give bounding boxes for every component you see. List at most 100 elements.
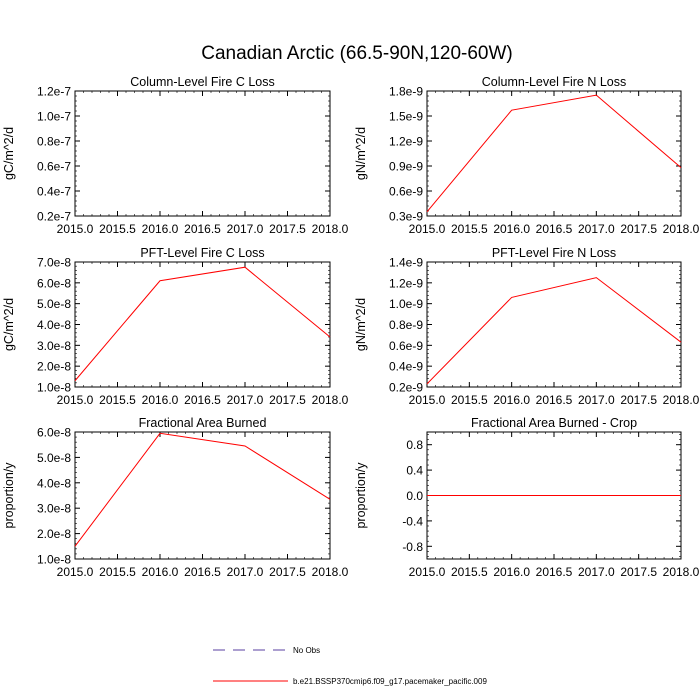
panel-title: Fractional Area Burned [139,416,267,430]
panel-title: Column-Level Fire C Loss [130,75,275,89]
x-tick-label: 2016.0 [493,565,530,579]
x-tick-label: 2017.0 [578,222,615,236]
series-line [426,277,682,385]
panel-title: Fractional Area Burned - Crop [471,416,637,430]
panel-title: PFT-Level Fire C Loss [140,246,264,260]
x-tick-label: 2015.5 [99,565,136,579]
y-tick-label: 1.5e-9 [389,110,423,124]
y-tick-label: 6.0e-8 [37,276,71,290]
x-tick-label: 2017.0 [578,565,615,579]
x-tick-label: 2015.5 [451,222,488,236]
x-tick-label: 2017.5 [269,222,306,236]
x-tick-label: 2015.0 [57,565,94,579]
y-tick-label: 1.2e-9 [389,276,423,290]
x-tick-label: 2015.0 [409,393,446,407]
y-tick-label: 3.0e-8 [37,502,71,516]
y-tick-label: -0.4 [402,514,423,528]
chart-panel: Fractional Area Burned - Crop proportion/… [354,416,700,579]
x-tick-label: 2016.5 [184,393,221,407]
x-tick-label: 2016.0 [142,393,179,407]
legend-entry: b.e21.BSSP370cmip6.f09_g17.pacemaker_pac… [213,677,487,686]
x-tick-label: 2017.5 [269,393,306,407]
y-tick-label: 7.0e-8 [37,256,71,270]
legend-label: b.e21.BSSP370cmip6.f09_g17.pacemaker_pac… [293,677,487,686]
x-tick-label: 2018.0 [663,222,700,236]
panels: Column-Level Fire C Loss gC/m^2/d 2015.0 20… [2,75,700,579]
panel-title: Column-Level Fire N Loss [482,75,627,89]
x-tick-label: 2015.5 [451,565,488,579]
x-tick-label: 2015.5 [99,222,136,236]
y-axis-label: proportion/y [354,462,368,529]
y-tick-label: 1.0e-8 [37,381,71,395]
y-tick-label: 0.0 [406,489,423,503]
y-tick-label: 1.0e-9 [389,297,423,311]
y-tick-label: 0.2e-9 [389,381,423,395]
legend-label: No Obs [293,646,320,655]
x-tick-label: 2017.0 [227,222,264,236]
chart-panel: Column-Level Fire N Loss gN/m^2/d 2015.0 20… [354,75,700,236]
x-tick-label: 2018.0 [663,393,700,407]
x-tick-label: 2016.5 [184,565,221,579]
x-tick-label: 2015.5 [99,393,136,407]
y-tick-label: 0.6e-9 [389,185,423,199]
chart-panel: PFT-Level Fire N Loss gN/m^2/d 2015.0 2015.… [354,246,700,407]
y-tick-label: 0.6e-7 [37,160,71,174]
y-tick-label: 1.2e-9 [389,135,423,149]
legend: No Obs b.e21.BSSP370cmip6.f09_g17.pacemak… [213,646,487,686]
y-tick-label: 1.2e-7 [37,85,71,99]
x-tick-label: 2017.5 [620,222,657,236]
y-axis-label: gN/m^2/d [354,298,368,351]
plot-frame [74,261,331,388]
y-tick-label: 0.4e-9 [389,360,423,374]
y-tick-label: 3.0e-8 [37,339,71,353]
series-line [74,432,331,547]
x-tick-label: 2017.5 [269,565,306,579]
panel-title: PFT-Level Fire N Loss [492,246,616,260]
y-tick-label: 1.8e-9 [389,85,423,99]
y-tick-label: 4.0e-8 [37,476,71,490]
x-tick-label: 2016.5 [536,565,573,579]
y-axis-label: proportion/y [2,462,16,529]
y-tick-label: 0.8 [406,438,423,452]
x-tick-label: 2016.0 [142,222,179,236]
x-tick-label: 2016.5 [184,222,221,236]
x-tick-label: 2018.0 [312,222,349,236]
x-tick-label: 2017.5 [620,393,657,407]
y-tick-label: 2.0e-8 [37,360,71,374]
series-line [74,266,331,382]
figure-title: Canadian Arctic (66.5-90N,120-60W) [201,43,513,64]
x-tick-label: 2018.0 [312,565,349,579]
y-tick-label: 0.9e-9 [389,160,423,174]
chart-panel: Column-Level Fire C Loss gC/m^2/d 2015.0 20… [2,75,349,236]
x-tick-label: 2017.0 [227,565,264,579]
chart-panel: Fractional Area Burned proportion/y 2015.0… [2,416,349,579]
y-tick-label: 1.4e-9 [389,256,423,270]
y-axis-label: gC/m^2/d [2,127,16,180]
x-tick-label: 2015.0 [409,565,446,579]
y-tick-label: 0.3e-9 [389,210,423,224]
x-tick-label: 2017.0 [578,393,615,407]
x-tick-label: 2016.0 [493,393,530,407]
chart-panel: PFT-Level Fire C Loss gC/m^2/d 2015.0 2015.… [2,246,349,407]
y-tick-label: -0.8 [402,540,423,554]
y-tick-label: 0.6e-9 [389,339,423,353]
y-axis-label: gC/m^2/d [2,298,16,351]
x-tick-label: 2015.5 [451,393,488,407]
x-tick-label: 2017.5 [620,565,657,579]
x-tick-label: 2016.0 [493,222,530,236]
x-tick-label: 2015.0 [57,222,94,236]
y-tick-label: 4.0e-8 [37,318,71,332]
y-tick-label: 1.0e-8 [37,553,71,567]
x-tick-label: 2015.0 [409,222,446,236]
x-tick-label: 2015.0 [57,393,94,407]
plot-frame [426,261,682,388]
y-tick-label: 1.0e-7 [37,110,71,124]
y-tick-label: 5.0e-8 [37,451,71,465]
x-tick-label: 2016.5 [536,222,573,236]
series-line [426,94,682,213]
y-tick-label: 2.0e-8 [37,527,71,541]
y-tick-label: 0.4 [406,464,423,478]
y-tick-label: 5.0e-8 [37,297,71,311]
y-tick-label: 6.0e-8 [37,426,71,440]
